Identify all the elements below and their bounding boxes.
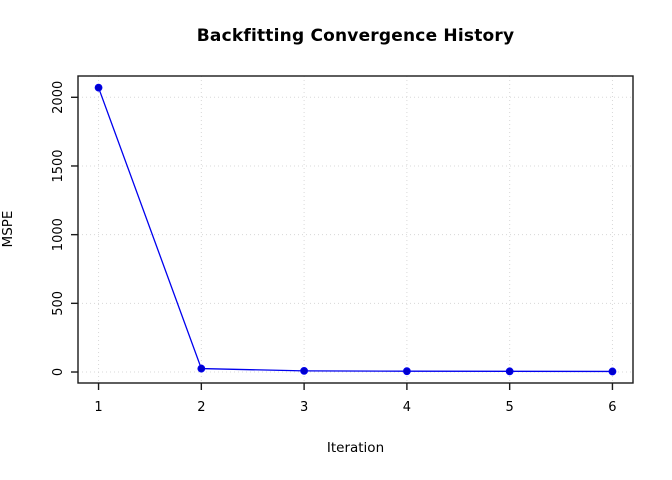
data-point <box>505 367 514 376</box>
data-line <box>97 87 613 373</box>
grid-lines <box>78 76 633 383</box>
x-tick-label: 3 <box>300 400 308 415</box>
data-point <box>608 367 617 376</box>
data-point <box>197 364 206 373</box>
data-point <box>94 83 103 92</box>
x-tick-label: 1 <box>94 400 102 415</box>
x-tick-label: 6 <box>608 400 616 415</box>
y-tick-label: 500 <box>51 291 66 316</box>
x-axis-label: Iteration <box>326 440 385 456</box>
y-tick-label: 0 <box>51 368 66 376</box>
y-tick-label: 1000 <box>51 218 66 251</box>
plot-box <box>77 75 634 384</box>
x-axis-ticks: 1 2 3 4 5 6 <box>94 383 617 415</box>
y-tick-label: 2000 <box>51 81 66 114</box>
y-axis-ticks: 0 500 1000 1500 2000 <box>51 81 78 376</box>
data-point <box>402 367 411 376</box>
data-points <box>94 83 617 376</box>
y-tick-label: 1500 <box>51 149 66 182</box>
chart-title: Backfitting Convergence History <box>196 26 515 46</box>
data-point <box>300 367 309 375</box>
x-tick-label: 4 <box>403 400 411 415</box>
x-tick-label: 5 <box>506 400 514 415</box>
y-axis-label: MSPE <box>0 210 16 248</box>
x-tick-label: 2 <box>197 400 205 415</box>
